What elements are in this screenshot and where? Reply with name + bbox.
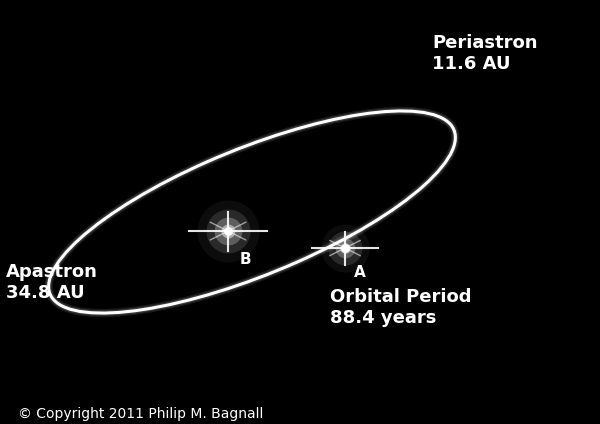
Text: Orbital Period
88.4 years: Orbital Period 88.4 years <box>330 288 472 327</box>
Text: Periastron
11.6 AU: Periastron 11.6 AU <box>432 34 538 73</box>
Point <box>340 245 350 251</box>
Point <box>223 228 233 234</box>
Point <box>340 245 350 251</box>
Text: A: A <box>354 265 366 280</box>
Point <box>340 245 350 251</box>
Point <box>340 245 350 251</box>
Text: Apastron
34.8 AU: Apastron 34.8 AU <box>6 263 98 302</box>
Text: © Copyright 2011 Philip M. Bagnall: © Copyright 2011 Philip M. Bagnall <box>18 407 263 421</box>
Point <box>223 228 233 234</box>
Point <box>223 228 233 234</box>
Point <box>223 228 233 234</box>
Point <box>340 245 350 251</box>
Text: B: B <box>240 252 251 267</box>
Point <box>223 228 233 234</box>
